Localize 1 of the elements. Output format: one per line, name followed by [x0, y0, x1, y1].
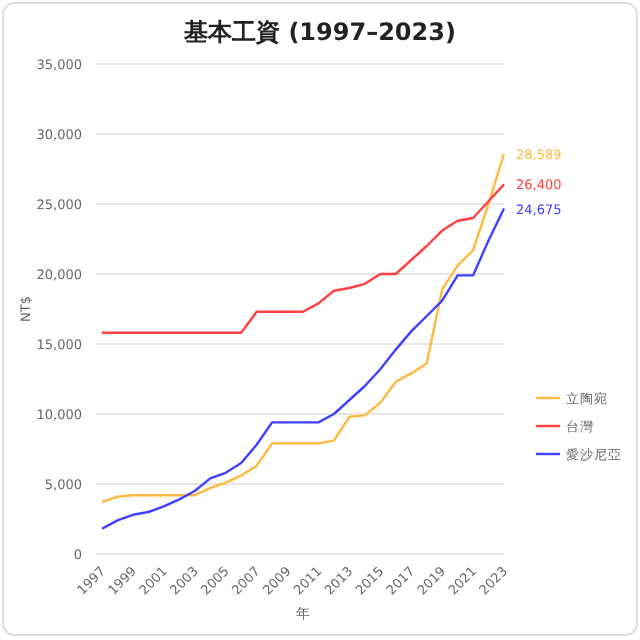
chart-title: 基本工資 (1997–2023) [182, 18, 456, 46]
